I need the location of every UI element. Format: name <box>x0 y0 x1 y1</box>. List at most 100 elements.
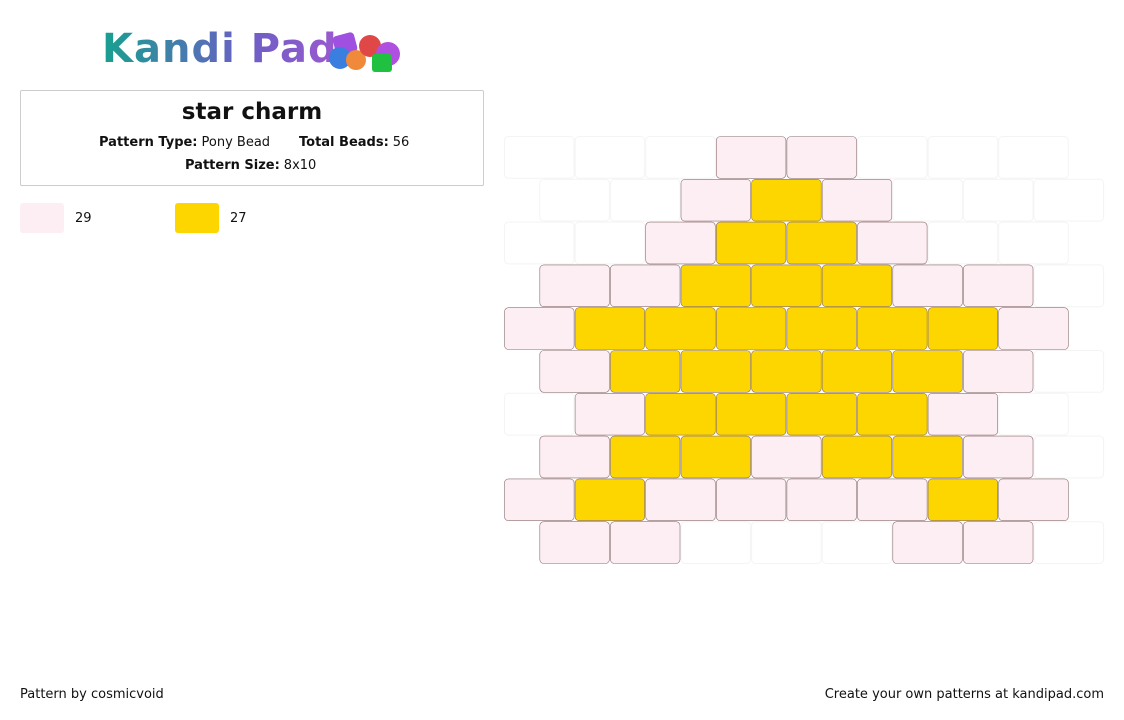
bead <box>504 221 575 265</box>
bead <box>1033 521 1105 565</box>
bead <box>998 221 1069 265</box>
bead <box>786 392 857 436</box>
bead <box>786 136 857 179</box>
bead <box>539 350 610 393</box>
color-count: 29 <box>75 211 92 226</box>
logo-icon <box>329 32 400 72</box>
bead <box>927 307 998 350</box>
bead <box>857 136 928 179</box>
bead <box>1033 350 1105 393</box>
bead <box>857 392 928 436</box>
bead <box>892 178 963 222</box>
bead <box>892 435 963 479</box>
bead <box>645 392 716 436</box>
bead <box>751 179 822 222</box>
bead <box>1033 435 1105 479</box>
logo[interactable]: Kandi Pad <box>102 26 338 72</box>
bead <box>574 392 645 436</box>
bead <box>1033 264 1105 308</box>
bead <box>821 264 893 307</box>
bead <box>645 136 716 179</box>
bead <box>857 221 928 265</box>
bead <box>821 179 893 222</box>
bead <box>857 307 928 350</box>
bead <box>751 264 822 307</box>
bead <box>610 264 681 307</box>
total-beads: Total Beads: 56 <box>299 135 409 150</box>
bead <box>680 179 751 222</box>
bead <box>504 478 575 521</box>
bead <box>963 435 1034 479</box>
color-count: 27 <box>230 211 247 226</box>
value: 8x10 <box>283 158 317 173</box>
bead <box>751 350 822 393</box>
bead <box>998 478 1069 521</box>
bead <box>539 264 610 307</box>
bead <box>892 350 963 393</box>
footer-credit: Pattern by cosmicvoid <box>20 687 164 702</box>
bead <box>504 136 575 179</box>
label: Pattern Size: <box>185 158 280 173</box>
bead <box>786 478 857 521</box>
bead <box>715 307 787 350</box>
pattern-title: star charm <box>181 99 323 125</box>
color-swatch <box>20 203 64 233</box>
label: Total Beads: <box>299 135 389 150</box>
bead <box>539 435 610 479</box>
bead <box>715 136 787 179</box>
pattern-type: Pattern Type: Pony Bead <box>99 135 270 150</box>
bead <box>962 178 1034 222</box>
bead <box>680 264 751 307</box>
bead <box>715 221 787 265</box>
bead <box>610 435 681 479</box>
value: Pony Bead <box>201 135 271 150</box>
bead <box>751 521 822 565</box>
bead <box>892 521 963 564</box>
pattern-card: star charm Pattern Type: Pony Bead Total … <box>20 90 484 186</box>
bead <box>892 264 963 307</box>
bead <box>645 307 716 350</box>
footer-link[interactable]: Create your own patterns at kandipad.com <box>824 687 1104 702</box>
pattern-size: Pattern Size: 8x10 <box>185 158 316 173</box>
bead <box>680 435 751 479</box>
bead <box>680 350 751 393</box>
bead <box>821 435 893 479</box>
bead <box>927 136 999 179</box>
bead <box>610 350 681 393</box>
bead <box>998 307 1069 350</box>
bead <box>574 136 646 179</box>
color-swatch <box>175 203 219 233</box>
bead <box>927 392 998 436</box>
bead <box>998 136 1069 179</box>
bead <box>574 478 645 521</box>
bead <box>680 521 752 565</box>
bead <box>821 521 893 565</box>
bead-grid <box>504 136 1105 565</box>
bead <box>715 392 787 436</box>
bead <box>504 307 575 350</box>
bead <box>539 178 610 222</box>
bead <box>963 521 1034 564</box>
bead <box>645 478 716 521</box>
bead <box>786 307 857 350</box>
bead <box>927 221 999 265</box>
bead <box>610 521 681 564</box>
bead <box>963 350 1034 393</box>
bead <box>609 178 681 222</box>
bead <box>539 521 610 564</box>
bead <box>857 478 928 521</box>
bead <box>821 350 893 393</box>
value: 56 <box>392 135 410 150</box>
bead <box>574 221 646 265</box>
label: Pattern Type: <box>99 135 198 150</box>
bead <box>998 392 1069 436</box>
bead <box>963 264 1034 307</box>
bead <box>504 392 575 436</box>
bead <box>645 221 716 265</box>
bead <box>751 435 822 479</box>
bead <box>786 221 857 265</box>
bead <box>574 307 645 350</box>
bead <box>1033 178 1105 222</box>
bead <box>927 478 998 521</box>
